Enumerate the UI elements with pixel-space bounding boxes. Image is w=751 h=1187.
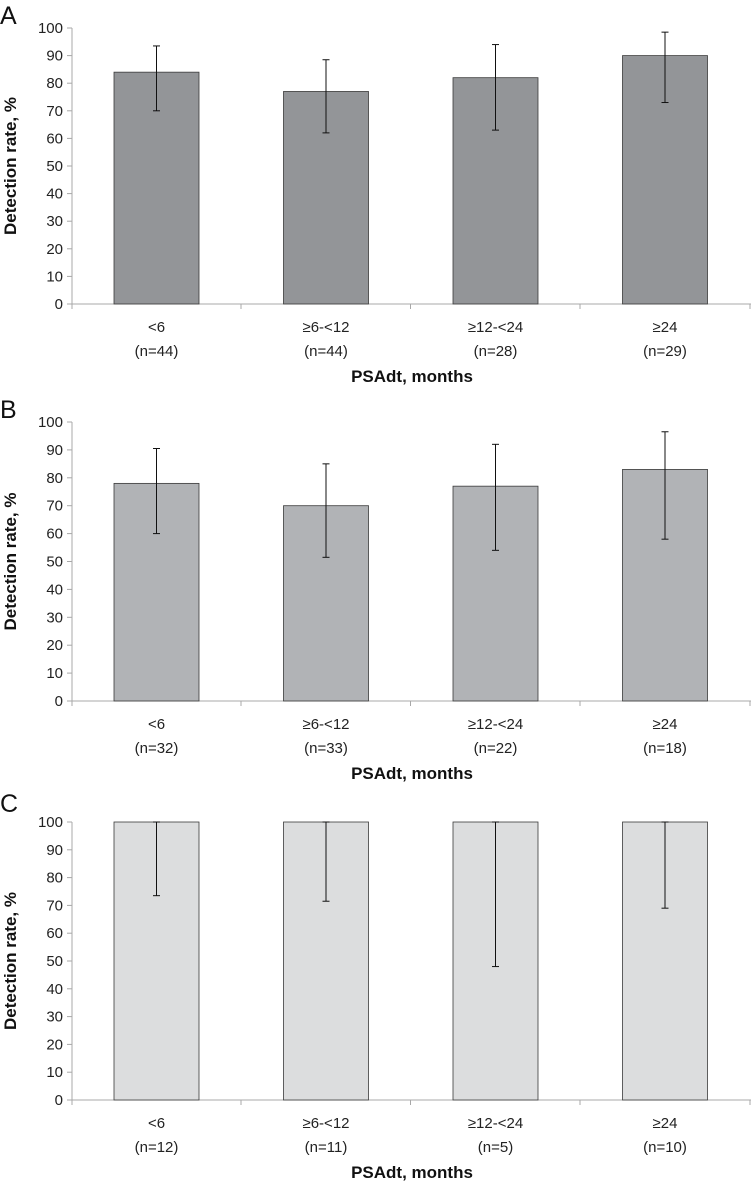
y-tick-label: 70 <box>46 897 63 914</box>
y-tick-label: 90 <box>46 842 63 859</box>
y-tick-label: 50 <box>46 554 63 571</box>
x-category-label: ≥24 <box>653 319 678 336</box>
y-tick-label: 20 <box>46 241 63 258</box>
y-axis-title: Detection rate, % <box>1 97 20 235</box>
x-category-label: ≥24 <box>653 716 678 733</box>
x-sample-size-label: (n=11) <box>305 1139 348 1156</box>
x-sample-size-label: (n=29) <box>643 343 687 360</box>
y-tick-label: 40 <box>46 981 63 998</box>
y-tick-label: 100 <box>38 414 63 431</box>
y-tick-label: 50 <box>46 158 63 175</box>
y-tick-label: 20 <box>46 1036 63 1053</box>
y-tick-label: 50 <box>46 953 63 970</box>
x-sample-size-label: (n=44) <box>135 343 179 360</box>
chart-panel-b: B 0 10 20 30 40 50 60 70 80 90 100 <6 (n=32) ≥6-<12 (n=… <box>0 396 751 783</box>
y-tick-label: 90 <box>46 442 63 459</box>
y-tick-label: 40 <box>46 186 63 203</box>
y-tick-label: 0 <box>55 693 63 710</box>
x-category-label: ≥12-<24 <box>468 716 523 733</box>
x-sample-size-label: (n=44) <box>304 343 348 360</box>
y-tick-label: 10 <box>46 1064 63 1081</box>
chart-panel-a: A 0 10 20 30 40 50 60 70 80 90 100 <6 (n=44) ≥6-<12 (n=… <box>0 2 751 386</box>
x-sample-size-label: (n=18) <box>643 740 687 757</box>
y-tick-label: 30 <box>46 213 63 230</box>
x-category-label: <6 <box>148 1115 165 1132</box>
y-tick-label: 10 <box>46 665 63 682</box>
y-tick-label: 60 <box>46 925 63 942</box>
y-tick-label: 10 <box>46 268 63 285</box>
x-axis-title: PSAdt, months <box>351 367 473 386</box>
y-tick-label: 80 <box>46 870 63 887</box>
x-category-label: <6 <box>148 716 165 733</box>
y-tick-label: 100 <box>38 20 63 37</box>
y-tick-label: 60 <box>46 526 63 543</box>
y-axis-title: Detection rate, % <box>1 493 20 631</box>
chart-panel-c: C 0 10 20 30 40 50 60 70 80 90 100 <6 (n=12) ≥6-<12 (n=… <box>0 790 751 1182</box>
x-category-label: ≥24 <box>653 1115 678 1132</box>
panel-letter: B <box>0 396 17 424</box>
x-sample-size-label: (n=33) <box>304 740 348 757</box>
x-sample-size-label: (n=28) <box>474 343 518 360</box>
x-category-label: ≥6-<12 <box>302 716 349 733</box>
y-tick-label: 20 <box>46 637 63 654</box>
x-sample-size-label: (n=5) <box>478 1139 513 1156</box>
x-axis-title: PSAdt, months <box>351 764 473 783</box>
x-category-label: <6 <box>148 319 165 336</box>
y-tick-label: 60 <box>46 130 63 147</box>
x-sample-size-label: (n=22) <box>474 740 518 757</box>
x-sample-size-label: (n=32) <box>135 740 179 757</box>
x-sample-size-label: (n=10) <box>643 1139 687 1156</box>
y-axis-title: Detection rate, % <box>1 892 20 1030</box>
panel-letter: A <box>0 2 17 30</box>
panel-letter: C <box>0 790 18 818</box>
y-tick-label: 100 <box>38 814 63 831</box>
x-category-label: ≥6-<12 <box>302 1115 349 1132</box>
y-tick-label: 70 <box>46 103 63 120</box>
y-tick-label: 30 <box>46 1009 63 1026</box>
y-tick-label: 80 <box>46 75 63 92</box>
x-category-label: ≥12-<24 <box>468 1115 523 1132</box>
x-sample-size-label: (n=12) <box>135 1139 179 1156</box>
y-tick-label: 0 <box>55 1092 63 1109</box>
y-tick-label: 30 <box>46 609 63 626</box>
y-tick-label: 70 <box>46 498 63 515</box>
x-category-label: ≥12-<24 <box>468 319 523 336</box>
y-tick-label: 40 <box>46 581 63 598</box>
y-tick-label: 80 <box>46 470 63 487</box>
x-category-label: ≥6-<12 <box>302 319 349 336</box>
x-axis-title: PSAdt, months <box>351 1163 473 1182</box>
y-tick-label: 90 <box>46 48 63 65</box>
y-tick-label: 0 <box>55 296 63 313</box>
